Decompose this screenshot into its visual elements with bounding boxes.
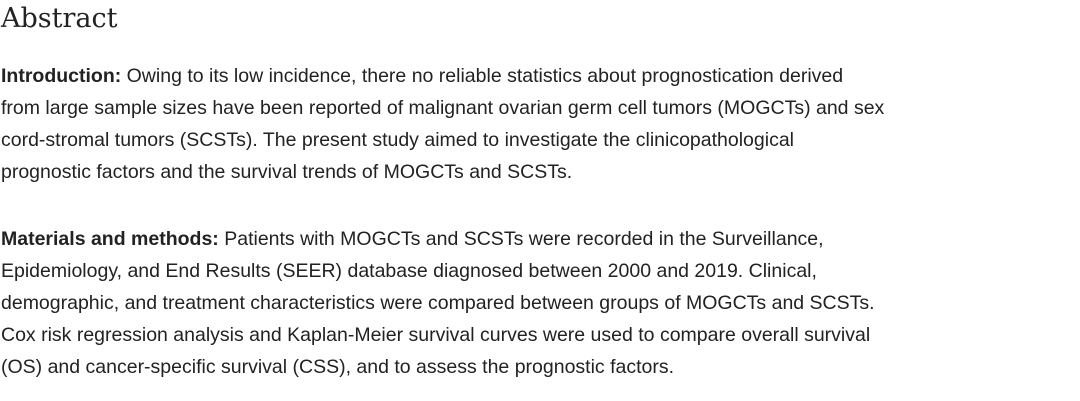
paragraph-line: Cox risk regression analysis and Kaplan-…: [1, 324, 871, 346]
paragraph-line: demographic, and treatment characteristi…: [1, 292, 875, 314]
paragraph-line: (OS) and cancer-specific survival (CSS),…: [1, 356, 675, 378]
paragraph-line: cord-stromal tumors (SCSTs). The present…: [1, 129, 794, 151]
paragraph-line: Materials and methods: Patients with MOG…: [1, 223, 1073, 255]
paragraph-line: Introduction: Owing to its low incidence…: [1, 60, 1073, 92]
paragraph-line: prognostic factors and the survival tren…: [1, 161, 573, 183]
introduction-label: Introduction:: [1, 65, 122, 87]
paragraph-text: Patients with MOGCTs and SCSTs were reco…: [218, 228, 824, 250]
paragraph-line: Epidemiology, and End Results (SEER) dat…: [1, 260, 817, 282]
paragraph-text: Owing to its low incidence, there no rel…: [121, 65, 844, 87]
methods-label: Materials and methods:: [1, 228, 219, 250]
paragraph-line: from large sample sizes have been report…: [1, 97, 885, 119]
methods-paragraph: Materials and methods: Patients with MOG…: [1, 223, 1073, 383]
introduction-paragraph: Introduction: Owing to its low incidence…: [1, 60, 1073, 188]
abstract-heading: Abstract: [1, 3, 118, 34]
